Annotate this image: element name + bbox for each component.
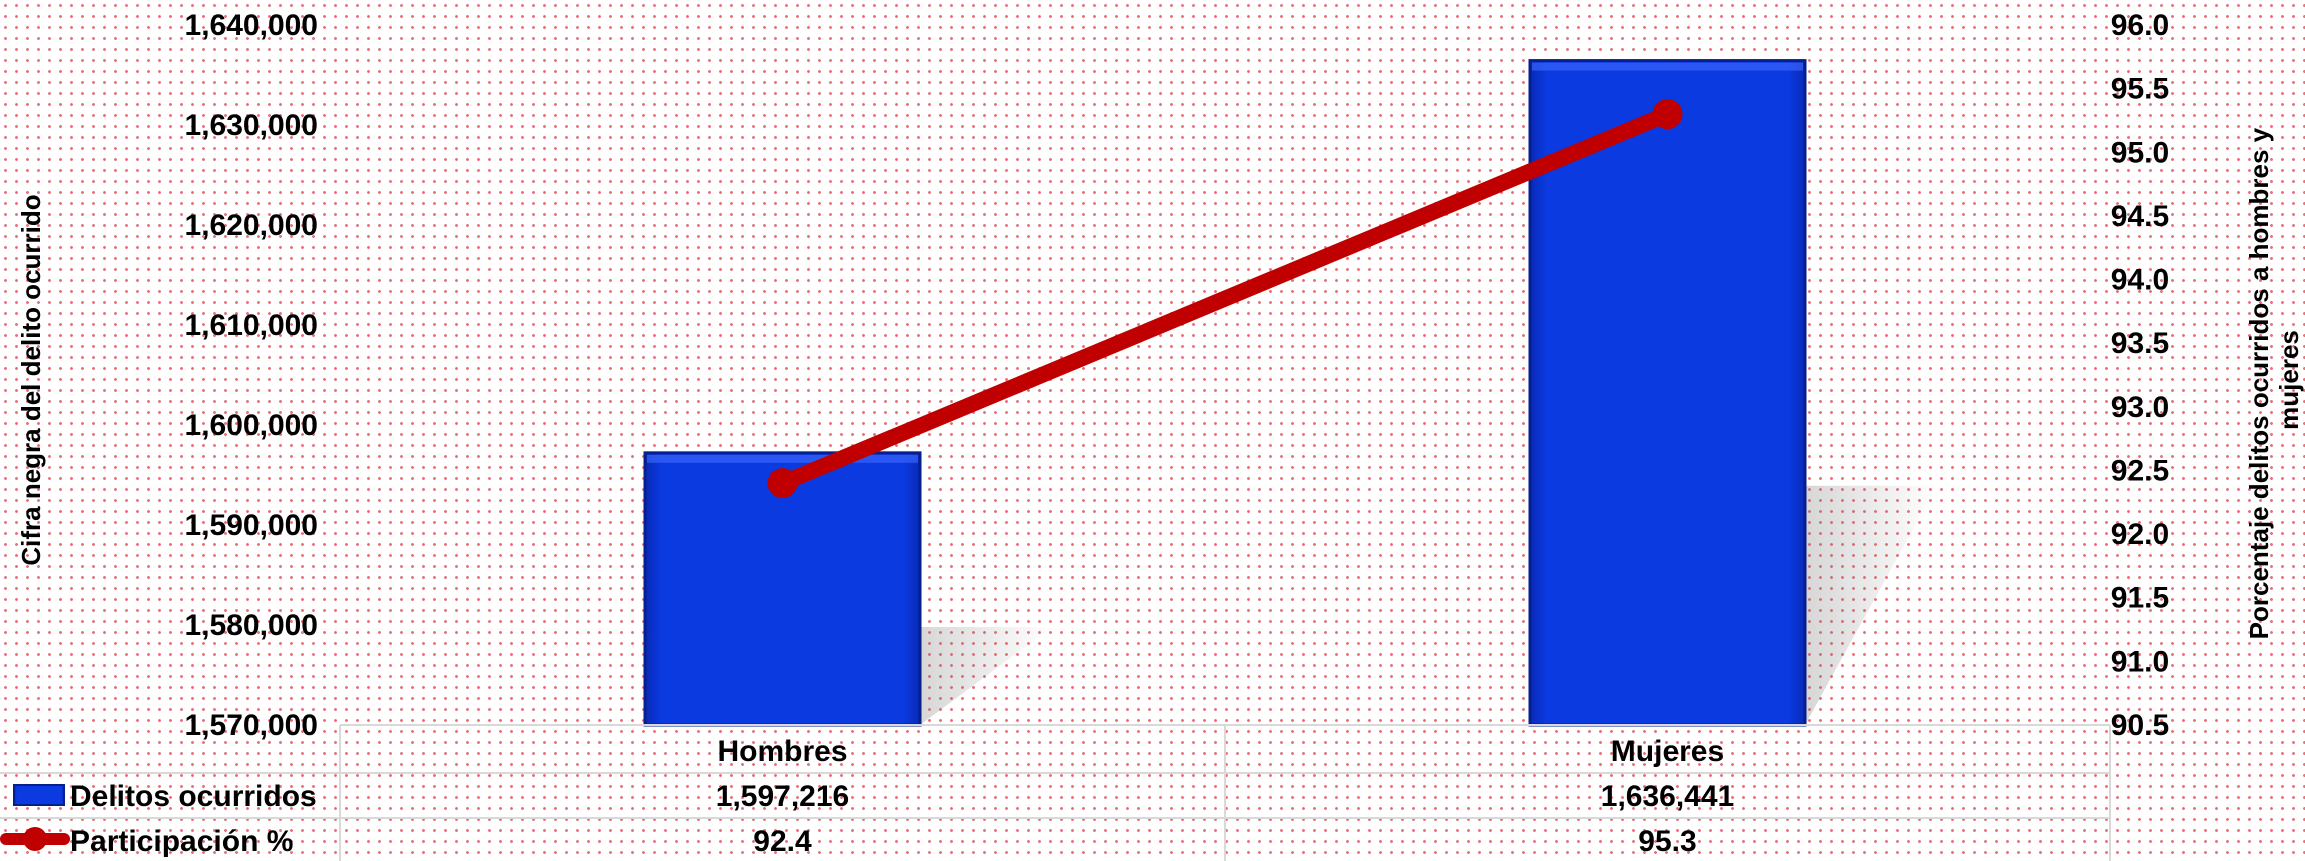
line-point [767,468,798,499]
right-axis-title: Porcentaje delitos ocurridos a hombres y… [2244,121,2304,640]
left-tick-label: 1,640,000 [185,9,318,42]
legend-key-bar [13,784,65,806]
left-tick-label: 1,570,000 [185,709,318,742]
left-tick-label: 1,590,000 [185,509,318,542]
right-tick-label: 90.5 [2111,709,2169,742]
right-tick-label: 92.5 [2111,454,2169,487]
right-tick-label: 95.0 [2111,136,2169,169]
left-tick-label: 1,630,000 [185,109,318,142]
left-tick-label: 1,600,000 [185,409,318,442]
bar [643,451,922,727]
right-axis-ticks: 90.5 91.0 91.5 92.0 92.5 93.0 93.5 94.0 94.5 95.0… [2111,9,2169,742]
table-value-bar: 1,597,216 [716,780,849,813]
right-tick-label: 91.0 [2111,645,2169,678]
left-tick-label: 1,620,000 [185,209,318,242]
legend-label-line: Participación % [70,825,293,858]
line-path [774,106,1676,492]
data-table: Hombres Mujeres Delitos ocurridos 1,597,216… [0,724,2111,861]
right-tick-label: 92.0 [2111,518,2169,551]
legend-label-bar: Delitos ocurridos [70,780,317,813]
line-point [1652,99,1683,130]
right-tick-label: 96.0 [2111,9,2169,42]
bar [1528,59,1807,727]
right-tick-label: 93.5 [2111,327,2169,360]
category-label: Hombres [717,735,847,768]
right-tick-label: 94.0 [2111,264,2169,297]
bar-series [643,59,1807,727]
bar-highlight [1532,62,1803,71]
left-axis-ticks: 1,570,000 1,580,000 1,590,000 1,600,000 1,61… [185,9,318,742]
right-tick-label: 91.5 [2111,582,2169,615]
table-value-line: 95.3 [1638,825,1696,858]
bar-highlight [647,454,918,463]
left-tick-label: 1,610,000 [185,309,318,342]
right-tick-label: 93.0 [2111,391,2169,424]
line-series [767,99,1683,499]
table-value-bar: 1,636,441 [1601,780,1734,813]
table-value-line: 92.4 [753,825,812,858]
legend-key-marker [23,827,47,851]
left-tick-label: 1,580,000 [185,609,318,642]
left-axis-title: Cifra negra del delito ocurrido [16,194,46,565]
right-tick-label: 95.5 [2111,73,2169,106]
category-label: Mujeres [1611,735,1724,768]
right-tick-label: 94.5 [2111,200,2169,233]
